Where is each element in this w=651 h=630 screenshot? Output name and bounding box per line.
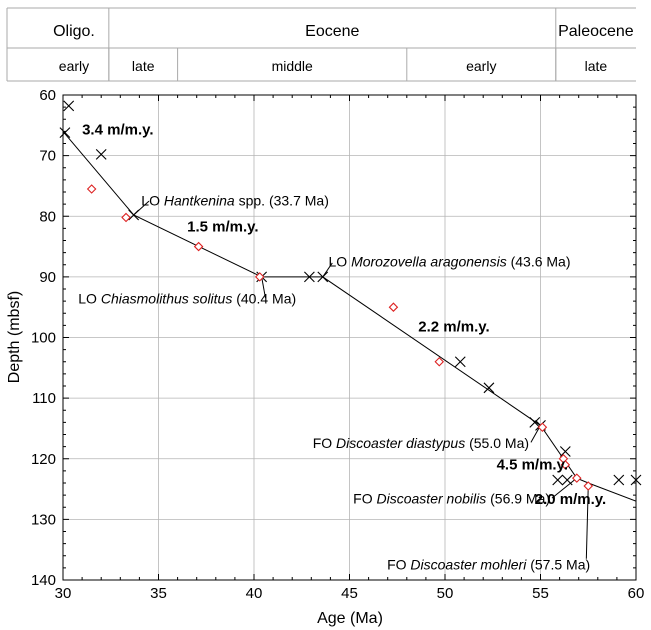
data-markers — [59, 100, 642, 491]
rate-label: 3.4 m/m.y. — [82, 121, 153, 138]
datum-taxon: Discoaster mohleri — [410, 557, 527, 573]
x-tick-label: 45 — [341, 585, 358, 602]
y-axis-label: Depth (mbsf) — [6, 291, 23, 383]
datum-label: LO Chiasmolithus solitus (40.4 Ma) — [78, 291, 296, 307]
cross-marker — [95, 149, 107, 160]
diamond-marker — [193, 241, 204, 252]
datum-prefix: LO — [328, 254, 351, 270]
datum-label: LO Hantkenina spp. (33.7 Ma) — [141, 192, 329, 208]
datum-age: (43.6 Ma) — [507, 254, 571, 270]
diamond-marker — [86, 184, 97, 194]
datum-age: (55.0 Ma) — [465, 435, 529, 451]
datum-age: (40.4 Ma) — [232, 291, 296, 307]
diamond-marker — [583, 481, 594, 491]
datum-label: LO Morozovella aragonensis (43.6 Ma) — [328, 254, 570, 270]
annotation-labels: 3.4 m/m.y. 1.5 m/m.y. 2.2 m/m.y. 4.5 m/m.y.… — [78, 121, 606, 572]
datum-prefix: LO — [141, 192, 164, 208]
y-tick-label: 140 — [31, 572, 56, 589]
epoch-label: Paleocene — [558, 23, 634, 40]
datum-prefix: FO — [387, 557, 410, 573]
datum-label: FO Discoaster nobilis (56.9 Ma) — [353, 491, 550, 507]
diamond-marker — [121, 212, 131, 223]
age-model-line — [62, 131, 637, 502]
datum-taxon: Discoaster nobilis — [377, 491, 487, 507]
cross-marker — [552, 474, 564, 486]
rate-label: 2.0 m/m.y. — [535, 491, 606, 508]
y-tick-label: 60 — [39, 87, 56, 104]
y-tick-label: 130 — [31, 511, 56, 528]
datum-taxon: Hantkenina — [164, 192, 235, 208]
y-tick-label: 110 — [32, 390, 56, 407]
x-tick-label: 35 — [150, 585, 167, 602]
cross-marker — [128, 209, 140, 221]
epoch-label: Oligo. — [53, 23, 95, 40]
x-tick-label: 30 — [55, 585, 72, 602]
datum-prefix: FO — [313, 435, 336, 451]
y-tick-label: 120 — [31, 451, 56, 468]
stage-label: early — [466, 58, 496, 74]
x-tick-label: 40 — [246, 585, 263, 602]
cross-marker — [59, 127, 71, 138]
epoch-label: Eocene — [305, 23, 359, 40]
cross-marker — [529, 416, 541, 428]
x-tick-label: 55 — [532, 585, 549, 602]
datum-label: FO Discoaster diastypus (55.0 Ma) — [313, 435, 529, 451]
diamond-marker — [388, 302, 399, 312]
datum-age: (56.9 Ma) — [486, 491, 550, 507]
age-model-polyline — [62, 131, 637, 502]
plot-frame — [62, 94, 637, 581]
diamond-marker — [560, 460, 571, 470]
cross-marker — [561, 474, 573, 486]
diamond-marker — [254, 272, 265, 282]
datum-taxon: Chiasmolithus solitus — [101, 291, 233, 307]
datum-label: FO Discoaster mohleri (57.5 Ma) — [387, 557, 590, 573]
geologic-timescale: Oligo. Eocene Paleocene early late middle earl… — [6, 7, 636, 82]
x-tick-label: 60 — [628, 585, 645, 602]
stage-label: middle — [272, 58, 313, 74]
datum-taxon: Morozovella aragonensis — [351, 254, 507, 270]
y-tick-label: 80 — [39, 208, 56, 225]
y-tick-label: 70 — [39, 148, 56, 165]
datum-prefix: LO — [78, 291, 101, 307]
y-tick-label: 100 — [31, 330, 56, 347]
cross-marker — [613, 474, 625, 486]
rate-label: 4.5 m/m.y. — [497, 457, 568, 474]
stage-label: late — [585, 58, 608, 74]
datum-leader-line — [551, 477, 578, 499]
cross-marker — [454, 356, 466, 368]
datum-taxon: Discoaster diastypus — [336, 435, 465, 451]
cross-marker — [559, 446, 571, 457]
datum-prefix: FO — [353, 491, 376, 507]
cross-marker — [483, 382, 495, 394]
cross-marker — [317, 271, 329, 283]
stage-label: early — [59, 58, 89, 74]
rate-label: 1.5 m/m.y. — [187, 218, 258, 235]
x-tick-label: 50 — [437, 585, 454, 602]
datum-leader-line — [261, 276, 266, 299]
datum-age: (57.5 Ma) — [526, 557, 590, 573]
datum-leader-line — [585, 486, 589, 559]
y-tick-label: 90 — [39, 269, 56, 286]
rate-label: 2.2 m/m.y. — [418, 318, 489, 335]
diamond-marker — [537, 422, 548, 433]
axis-ticks: 30 35 40 45 50 55 60 60 70 80 90 100 110 120 130 140 — [31, 87, 644, 602]
diamond-marker — [572, 473, 582, 483]
stage-label: late — [132, 58, 155, 74]
cross-marker — [304, 271, 315, 283]
cross-marker — [63, 100, 75, 112]
datum-age: spp. (33.7 Ma) — [235, 192, 329, 208]
x-axis-label: Age (Ma) — [317, 610, 383, 627]
diamond-marker — [434, 356, 445, 367]
grid-lines — [63, 95, 636, 580]
